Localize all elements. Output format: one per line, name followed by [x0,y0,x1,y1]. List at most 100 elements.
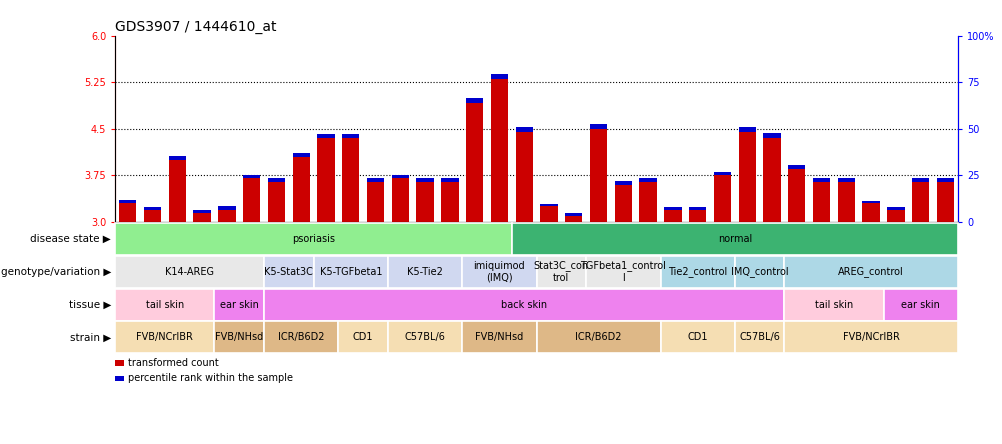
Bar [466,103,483,222]
Bar [367,178,384,182]
Bar [639,178,656,182]
Bar [788,169,805,222]
Bar [585,256,660,288]
Bar [441,178,458,182]
Text: normal: normal [717,234,752,244]
Bar [115,289,214,321]
Bar [536,321,660,353]
Text: GDS3907 / 1444610_at: GDS3907 / 1444610_at [115,20,277,35]
Text: K5-Stat3C: K5-Stat3C [265,267,313,277]
Bar [663,210,681,222]
Bar [737,132,756,222]
Text: K5-TGFbeta1: K5-TGFbeta1 [320,267,382,277]
Bar [168,156,185,160]
Bar [242,175,261,178]
Bar [837,178,854,182]
Bar [388,321,462,353]
Text: tissue ▶: tissue ▶ [69,300,111,309]
Bar [193,213,210,222]
Text: C57BL/6: C57BL/6 [404,333,445,342]
Bar [660,321,734,353]
Bar [660,256,734,288]
Bar [784,256,957,288]
Bar [837,182,854,222]
Text: AREG_control: AREG_control [838,266,903,277]
Bar [218,210,235,222]
Text: genotype/variation ▶: genotype/variation ▶ [1,267,111,277]
Bar [564,216,582,222]
Bar [119,200,136,203]
Text: strain ▶: strain ▶ [70,333,111,342]
Bar [862,201,879,203]
Bar [115,376,124,381]
Bar [515,127,532,132]
Bar [540,206,557,222]
Bar [314,256,388,288]
Bar [441,182,458,222]
Bar [663,207,681,210]
Bar [911,182,929,222]
Bar [490,79,508,222]
Text: percentile rank within the sample: percentile rank within the sample [127,373,293,383]
Bar [416,178,433,182]
Bar [536,256,585,288]
Bar [589,124,606,129]
Text: IMQ_control: IMQ_control [730,266,788,277]
Text: tail skin: tail skin [814,300,853,309]
Bar [268,182,285,222]
Bar [887,207,904,210]
Bar [936,182,953,222]
Bar [342,138,359,222]
Bar [911,178,929,182]
Bar [763,133,780,138]
Bar [119,203,136,222]
Text: K5-Tie2: K5-Tie2 [407,267,443,277]
Text: FVB/NHsd: FVB/NHsd [214,333,264,342]
Bar [317,138,335,222]
Bar [862,203,879,222]
Bar [264,321,338,353]
Bar [367,182,384,222]
Bar [589,129,606,222]
Bar [812,182,830,222]
Bar [193,210,210,213]
Bar [788,166,805,169]
Text: FVB/NHsd: FVB/NHsd [475,333,523,342]
Text: Stat3C_con
trol: Stat3C_con trol [533,261,588,283]
Bar [143,210,161,222]
Bar [515,132,532,222]
Bar [218,206,235,210]
Bar [737,127,756,132]
Bar [115,256,264,288]
Text: ear skin: ear skin [219,300,259,309]
Text: transformed count: transformed count [127,358,218,368]
Bar [462,321,536,353]
Text: back skin: back skin [501,300,547,309]
Text: psoriasis: psoriasis [292,234,335,244]
Bar [293,157,310,222]
Text: Tie2_control: Tie2_control [667,266,726,277]
Text: C57BL/6: C57BL/6 [738,333,780,342]
Text: CD1: CD1 [686,333,707,342]
Text: tail skin: tail skin [145,300,183,309]
Text: imiquimod
(IMQ): imiquimod (IMQ) [473,261,525,282]
Bar [883,289,957,321]
Bar [317,135,335,138]
Text: ICR/B6D2: ICR/B6D2 [575,333,621,342]
Bar [490,74,508,79]
Text: K14-AREG: K14-AREG [165,267,214,277]
Bar [936,178,953,182]
Text: ear skin: ear skin [901,300,939,309]
Bar [214,321,264,353]
Bar [784,289,883,321]
Bar [540,204,557,206]
Bar [614,181,631,185]
Text: FVB/NCrIBR: FVB/NCrIBR [842,333,899,342]
Bar [466,98,483,103]
Bar [143,207,161,210]
Bar [416,182,433,222]
Bar [214,289,264,321]
Bar [564,213,582,216]
Bar [264,289,784,321]
Bar [391,175,409,178]
